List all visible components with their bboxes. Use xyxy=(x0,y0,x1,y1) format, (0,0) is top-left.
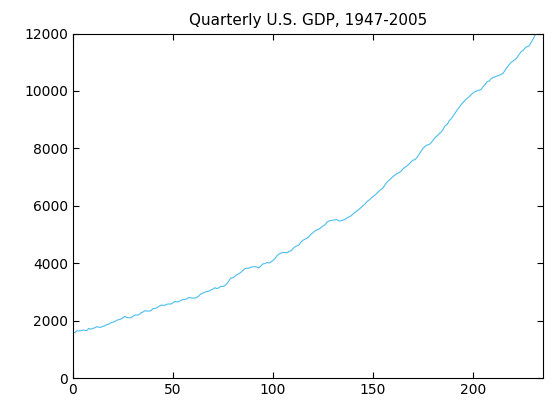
Title: Quarterly U.S. GDP, 1947-2005: Quarterly U.S. GDP, 1947-2005 xyxy=(189,13,427,28)
